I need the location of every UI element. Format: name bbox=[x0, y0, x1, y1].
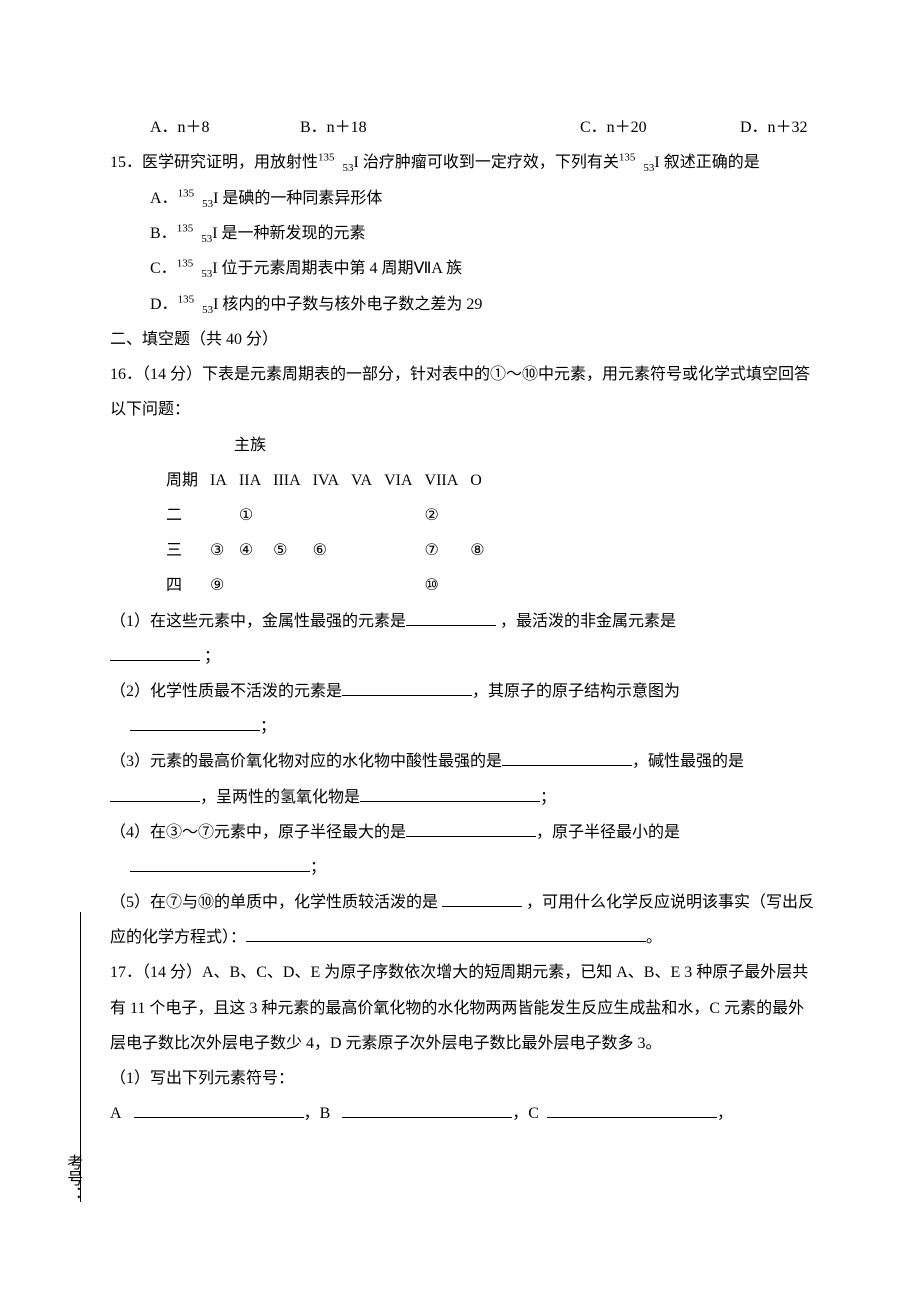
group-col: IA bbox=[204, 463, 233, 498]
fill-blank[interactable] bbox=[360, 787, 540, 801]
q16-sub5: （5）在⑦与⑩的单质中，化学性质较活泼的是 ，可用什么化学反应说明该事实（写出反… bbox=[110, 885, 820, 955]
q16-sub4-line2: ； bbox=[110, 850, 820, 885]
group-col: IIIA bbox=[267, 463, 307, 498]
fill-blank[interactable] bbox=[406, 822, 536, 836]
table-row: 四 ⑨ ⑩ bbox=[160, 568, 491, 603]
fill-blank[interactable] bbox=[246, 928, 646, 942]
periodic-table: 主族 周期 IA IIA IIIA IVA VA VIA VIIA O 二 ① bbox=[160, 428, 491, 604]
group-col: IVA bbox=[307, 463, 345, 498]
q16-sub2: （2）化学性质最不活泼的元素是，其原子的原子结构示意图为 bbox=[110, 674, 820, 709]
q16-sub1-line2: ； bbox=[110, 639, 820, 674]
q17-answers: A ，B ，C ， bbox=[110, 1096, 820, 1131]
q16-stem: 16．（14 分）下表是元素周期表的一部分，针对表中的①～⑩中元素，用元素符号或… bbox=[110, 357, 820, 427]
group-col: VIIA bbox=[419, 463, 465, 498]
isotope-sup: 135 bbox=[318, 152, 335, 164]
group-col: VA bbox=[345, 463, 378, 498]
isotope-sup: 135 bbox=[619, 152, 636, 164]
binding-line bbox=[80, 912, 81, 1202]
fill-blank[interactable] bbox=[406, 611, 496, 625]
fill-blank[interactable] bbox=[110, 646, 200, 660]
q15-option-b: B．135 53I 是一种新发现的元素 bbox=[110, 216, 820, 251]
fill-blank[interactable] bbox=[110, 787, 200, 801]
q17-sub1: （1）写出下列元素符号： bbox=[110, 1061, 820, 1096]
group-col: VIA bbox=[378, 463, 418, 498]
periodic-table-fragment: 主族 周期 IA IIA IIIA IVA VA VIA VIIA O 二 ① bbox=[110, 428, 820, 604]
q16-sub4: （4）在③～⑦元素中，原子半径最大的是，原子半径最小的是 bbox=[110, 815, 820, 850]
group-col: IIA bbox=[233, 463, 267, 498]
q16-sub2-line2: ； bbox=[110, 709, 820, 744]
q15-stem-pre: 15．医学研究证明，用放射性 bbox=[110, 154, 318, 171]
q15-option-c: C．135 53I 位于元素周期表中第 4 周期ⅦA 族 bbox=[110, 251, 820, 286]
group-header: 主族 bbox=[204, 428, 491, 463]
q15-stem: 15．医学研究证明，用放射性135 53I 治疗肿瘤可收到一定疗效，下列有关13… bbox=[110, 145, 820, 180]
section-2-title: 二、填空题（共 40 分） bbox=[110, 322, 820, 357]
q15-stem-post: 叙述正确的是 bbox=[660, 154, 760, 171]
q16-sub1: （1）在这些元素中，金属性最强的元素是 ，最活泼的非金属元素是 bbox=[110, 604, 820, 639]
fill-blank[interactable] bbox=[130, 857, 310, 871]
fill-blank[interactable] bbox=[342, 1104, 512, 1118]
fill-blank[interactable] bbox=[134, 1104, 304, 1118]
isotope-sub: 53 bbox=[643, 162, 654, 174]
q14-options: A．n＋8 B．n＋18 C．n＋20 D．n＋32 bbox=[110, 110, 820, 145]
exam-number-label: 考号： bbox=[55, 1154, 90, 1202]
fill-blank[interactable] bbox=[442, 893, 522, 907]
q15-option-d: D．135 53I 核内的中子数与核外电子数之差为 29 bbox=[110, 287, 820, 322]
q14-option-b: B．n＋18 bbox=[300, 110, 580, 145]
q15-stem-mid: 治疗肿瘤可收到一定疗效，下列有关 bbox=[359, 154, 619, 171]
q14-option-c: C．n＋20 bbox=[580, 110, 740, 145]
q14-option-d: D．n＋32 bbox=[740, 110, 808, 145]
q14-option-a: A．n＋8 bbox=[150, 110, 300, 145]
q17-stem: 17．（14 分）A、B、C、D、E 为原子序数依次增大的短周期元素，已知 A、… bbox=[110, 955, 820, 1061]
table-row: 二 ① ② bbox=[160, 498, 491, 533]
fill-blank[interactable] bbox=[342, 682, 472, 696]
fill-blank[interactable] bbox=[547, 1104, 717, 1118]
isotope-sub: 53 bbox=[343, 162, 354, 174]
fill-blank[interactable] bbox=[130, 717, 260, 731]
q15-option-a: A．135 53I 是碘的一种同素异形体 bbox=[110, 181, 820, 216]
q16-sub3: （3）元素的最高价氧化物对应的水化物中酸性最强的是，碱性最强的是 bbox=[110, 744, 820, 779]
group-col: O bbox=[464, 463, 490, 498]
fill-blank[interactable] bbox=[502, 752, 632, 766]
table-row: 三 ③ ④ ⑤ ⑥ ⑦ ⑧ bbox=[160, 533, 491, 568]
period-header: 周期 bbox=[160, 463, 204, 498]
q16-sub3-line2: ，呈两性的氢氧化物是； bbox=[110, 780, 820, 815]
